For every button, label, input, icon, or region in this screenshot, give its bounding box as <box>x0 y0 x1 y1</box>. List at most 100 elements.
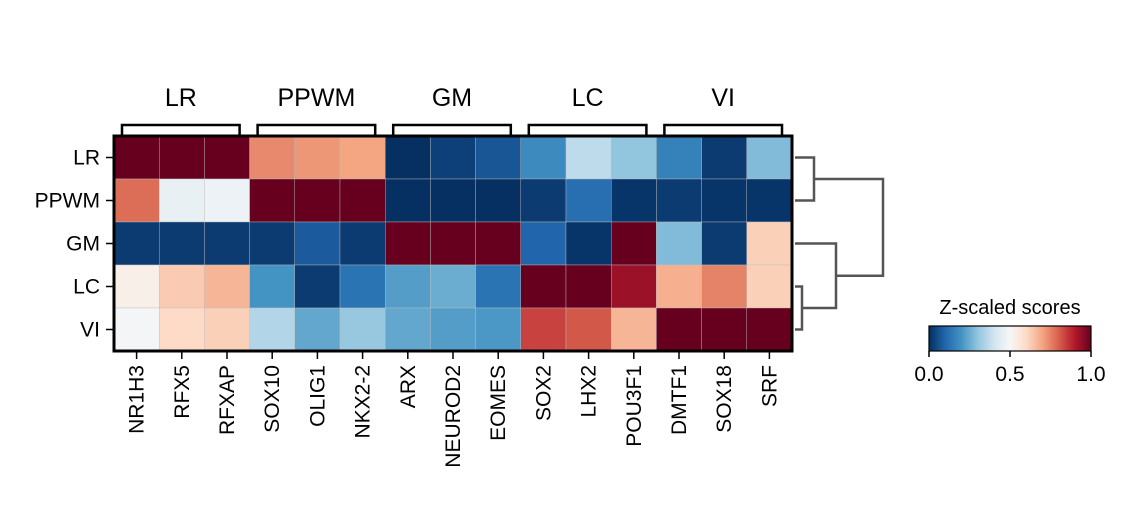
heatmap-cell <box>520 307 567 352</box>
column-label: LHX2 <box>578 365 601 418</box>
group-label: LC <box>572 84 604 112</box>
row-label: PPWM <box>35 190 100 213</box>
heatmap-cell <box>746 264 793 309</box>
heatmap-cell <box>158 178 205 223</box>
heatmap-cell <box>204 264 250 309</box>
heatmap-cell <box>520 135 567 180</box>
heatmap-cell <box>249 221 296 266</box>
heatmap-cell <box>113 221 160 266</box>
colorbar-title: Z-scaled scores <box>939 297 1080 319</box>
row-label: LC <box>73 276 100 299</box>
row-labels: LR PPWM GM LC VI <box>35 147 114 342</box>
group-bracket <box>663 123 784 136</box>
group-label: VI <box>711 84 735 112</box>
heatmap-cell <box>701 135 747 180</box>
column-label: NKX2-2 <box>352 365 375 439</box>
heatmap-cell <box>565 264 612 309</box>
group-bracket <box>256 123 377 136</box>
column-label: NR1H3 <box>126 365 149 434</box>
heatmap-cell <box>430 221 476 266</box>
heatmap-cell <box>520 221 567 266</box>
column-label: SRF <box>758 365 781 407</box>
heatmap-cell <box>249 307 296 352</box>
dendrogram-branch <box>795 156 816 202</box>
heatmap-cell <box>475 307 522 352</box>
heatmap-cell <box>746 221 793 266</box>
heatmap-cell <box>204 221 250 266</box>
heatmap-cell <box>339 135 386 180</box>
heatmap-cell <box>204 307 250 352</box>
heatmap-cell <box>701 264 747 309</box>
heatmap-cell <box>294 135 341 180</box>
heatmap-cell <box>385 135 431 180</box>
heatmap-cell <box>611 178 657 223</box>
heatmap-cell <box>656 307 702 352</box>
heatmap-cell <box>158 264 205 309</box>
column-label: SOX18 <box>713 365 736 433</box>
heatmap-cell <box>294 178 341 223</box>
heatmap-cell <box>339 178 386 223</box>
row-label: GM <box>66 233 100 256</box>
heatmap-cell <box>565 135 612 180</box>
colorbar-tick-label: 0.0 <box>914 363 943 386</box>
heatmap-cell <box>339 221 386 266</box>
heatmap-cell <box>746 307 793 352</box>
heatmap-cell <box>475 264 522 309</box>
colorbar: Z-scaled scores 0.0 0.5 1.0 <box>914 297 1105 386</box>
heatmap-cell <box>746 178 793 223</box>
heatmap-cell <box>385 307 431 352</box>
colorbar-gradient <box>928 325 1092 352</box>
row-label: LR <box>73 147 100 170</box>
column-label: EOMES <box>487 365 510 441</box>
heatmap-cell <box>339 307 386 352</box>
heatmap-cell <box>385 178 431 223</box>
heatmap-cell <box>294 221 341 266</box>
dendrogram-branch <box>814 177 885 277</box>
heatmap-cell <box>294 264 341 309</box>
column-label: OLIG1 <box>306 365 329 427</box>
heatmap-cell <box>385 221 431 266</box>
column-label: SOX2 <box>532 365 555 421</box>
colorbar-tick-label: 1.0 <box>1076 363 1105 386</box>
heatmap-cell <box>113 135 160 180</box>
heatmap-cell <box>656 178 702 223</box>
heatmap-cell <box>430 178 476 223</box>
heatmap-cell <box>113 178 160 223</box>
heatmap-cell <box>520 178 567 223</box>
heatmap-cell <box>430 135 476 180</box>
column-labels: NR1H3 RFX5 RFXAP SOX10 OLIG1 NKX2-2 ARX NEUROD2… <box>126 351 781 468</box>
colorbar-tick-label: 0.5 <box>995 363 1024 386</box>
heatmap-cell <box>701 307 747 352</box>
heatmap-cells <box>113 135 793 352</box>
heatmap-cell <box>701 221 747 266</box>
heatmap-cell <box>520 264 567 309</box>
heatmap-cell <box>204 178 250 223</box>
heatmap-cell <box>430 307 476 352</box>
column-label: RFX5 <box>171 365 194 419</box>
heatmap-cell <box>204 135 250 180</box>
heatmap-cell <box>611 221 657 266</box>
group-label: LR <box>165 84 197 112</box>
dendrogram-branch <box>795 285 804 331</box>
heatmap-cell <box>158 221 205 266</box>
heatmap-cell <box>249 264 296 309</box>
row-label: VI <box>80 319 100 342</box>
heatmap-cell <box>475 221 522 266</box>
column-group-brackets: LR PPWM GM LC VI <box>120 84 784 136</box>
group-bracket <box>120 123 241 136</box>
group-bracket <box>391 123 513 136</box>
heatmap-cell <box>611 307 657 352</box>
heatmap-cell <box>565 307 612 352</box>
column-label: RFXAP <box>216 365 239 435</box>
column-label: ARX <box>397 365 420 408</box>
heatmap-cell <box>701 178 747 223</box>
heatmap-cell <box>158 135 205 180</box>
heatmap-cell <box>294 307 341 352</box>
group-label: GM <box>432 84 472 112</box>
heatmap-cell <box>339 264 386 309</box>
column-label: DMTF1 <box>668 365 691 435</box>
heatmap-cell <box>113 264 160 309</box>
column-label: POU3F1 <box>623 365 646 447</box>
heatmap-cell <box>249 178 296 223</box>
